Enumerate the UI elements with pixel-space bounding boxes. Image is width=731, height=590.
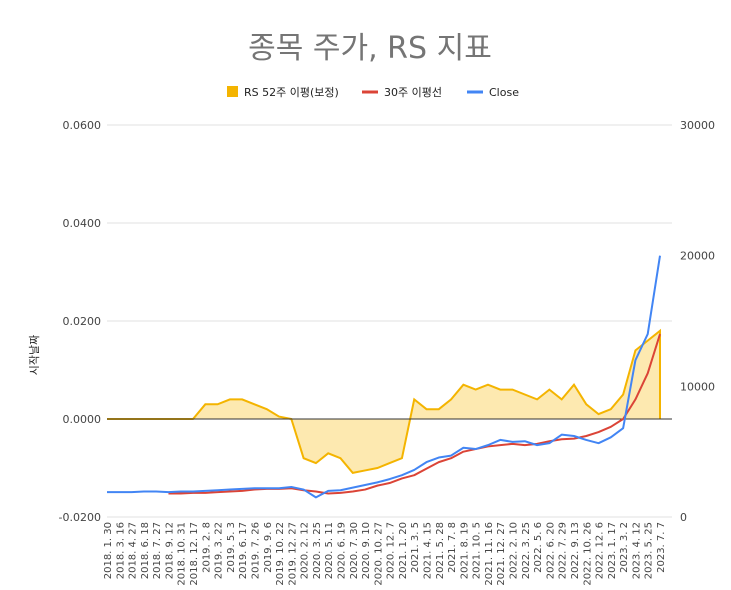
x-tick-label: 2018. 4. 27 [128, 522, 139, 579]
y-left-tick-label: 0.0200 [63, 315, 102, 328]
legend-label-close: Close [489, 86, 519, 99]
x-tick-label: 2018. 3. 16 [115, 522, 126, 579]
rs-area-fill [107, 330, 660, 473]
y-right-tick-label: 0 [680, 511, 687, 524]
close-line [107, 255, 661, 499]
x-tick-label: 2019. 5. 3 [226, 522, 237, 573]
chart-title: 종목 주가, RS 지표 [248, 31, 492, 66]
legend-label-ma30: 30주 이평선 [384, 86, 442, 99]
rs-line [107, 328, 661, 474]
x-tick-label: 2020. 6. 19 [336, 522, 347, 579]
x-tick-label: 2019. 6. 17 [238, 522, 249, 579]
x-tick-label: 2022. 10. 26 [582, 522, 593, 586]
x-tick-label: 2023. 4. 12 [631, 522, 642, 579]
y-right-tick-label: 20000 [680, 250, 715, 263]
x-tick-label: 2023. 1. 17 [607, 522, 618, 579]
x-tick-label: 2018. 6. 18 [140, 522, 151, 579]
y-left-tick-label: 0.0400 [63, 217, 102, 230]
x-tick-label: 2020. 5. 11 [324, 522, 335, 579]
x-tick-label: 2022. 7. 29 [558, 522, 569, 579]
y-right-tick-label: 10000 [680, 380, 715, 393]
x-tick-label: 2018. 7. 27 [152, 522, 163, 579]
y-right-tick-label: 30000 [680, 119, 715, 132]
x-tick-label: 2018. 10. 31 [177, 522, 188, 586]
x-tick-label: 2020. 12. 7 [386, 522, 397, 579]
x-tick-label: 2023. 5. 25 [644, 522, 655, 579]
x-tick-label: 2021. 1. 20 [398, 522, 409, 579]
x-tick-label: 2020. 10. 27 [373, 522, 384, 586]
x-tick-label: 2019. 3. 22 [214, 522, 225, 579]
legend-label-rs: RS 52주 이평(보정) [244, 86, 339, 99]
x-tick-label: 2022. 12. 6 [595, 522, 606, 579]
legend: RS 52주 이평(보정) 30주 이평선 Close [227, 86, 519, 99]
x-tick-label: 2021. 5. 28 [435, 522, 446, 579]
x-tick-label: 2020. 7. 30 [349, 522, 360, 579]
legend-swatch-rs [227, 86, 238, 97]
x-tick-label: 2020. 9. 10 [361, 522, 372, 579]
y-axis-left: -0.0200 0.0000 0.0200 0.0400 0.0600 [59, 119, 101, 524]
y-axis-label: 시작날짜 [28, 335, 41, 375]
x-tick-label: 2021. 10. 5 [472, 522, 483, 579]
x-tick-label: 2023. 3. 2 [619, 522, 630, 573]
x-tick-label: 2020. 2. 12 [300, 522, 311, 579]
x-tick-label: 2022. 2. 10 [509, 522, 520, 579]
x-tick-label: 2021. 11. 16 [484, 522, 495, 586]
y-left-tick-label: 0.0600 [63, 119, 102, 132]
x-tick-label: 2020. 3. 25 [312, 522, 323, 579]
plot-area [107, 255, 672, 499]
x-tick-label: 2019. 9. 6 [263, 522, 274, 573]
x-tick-label: 2019. 12. 27 [287, 522, 298, 586]
x-tick-label: 2022. 9. 13 [570, 522, 581, 579]
x-tick-label: 2021. 4. 15 [423, 522, 434, 579]
x-tick-label: 2021. 7. 8 [447, 522, 458, 573]
x-tick-label: 2021. 3. 5 [410, 522, 421, 573]
x-tick-label: 2019. 10. 22 [275, 522, 286, 586]
y-left-tick-label: -0.0200 [59, 511, 101, 524]
x-tick-label: 2023. 7. 7 [656, 522, 667, 573]
x-tick-label: 2019. 2. 8 [201, 522, 212, 573]
x-tick-label: 2021. 12. 27 [496, 522, 507, 586]
x-tick-label: 2018. 1. 30 [103, 522, 114, 579]
x-tick-label: 2022. 6. 20 [545, 522, 556, 579]
x-tick-label: 2022. 5. 6 [533, 522, 544, 573]
y-axis-right: 0 10000 20000 30000 [680, 119, 715, 524]
x-tick-label: 2022. 3. 25 [521, 522, 532, 579]
x-tick-label: 2018. 12. 17 [189, 522, 200, 586]
y-left-tick-label: 0.0000 [63, 413, 102, 426]
x-axis: 2018. 1. 30 2018. 3. 16 2018. 4. 27 2018. 6… [103, 522, 667, 586]
x-tick-label: 2021. 8. 19 [459, 522, 470, 579]
x-tick-label: 2019. 7. 26 [250, 522, 261, 579]
x-tick-label: 2018. 9. 12 [164, 522, 175, 579]
